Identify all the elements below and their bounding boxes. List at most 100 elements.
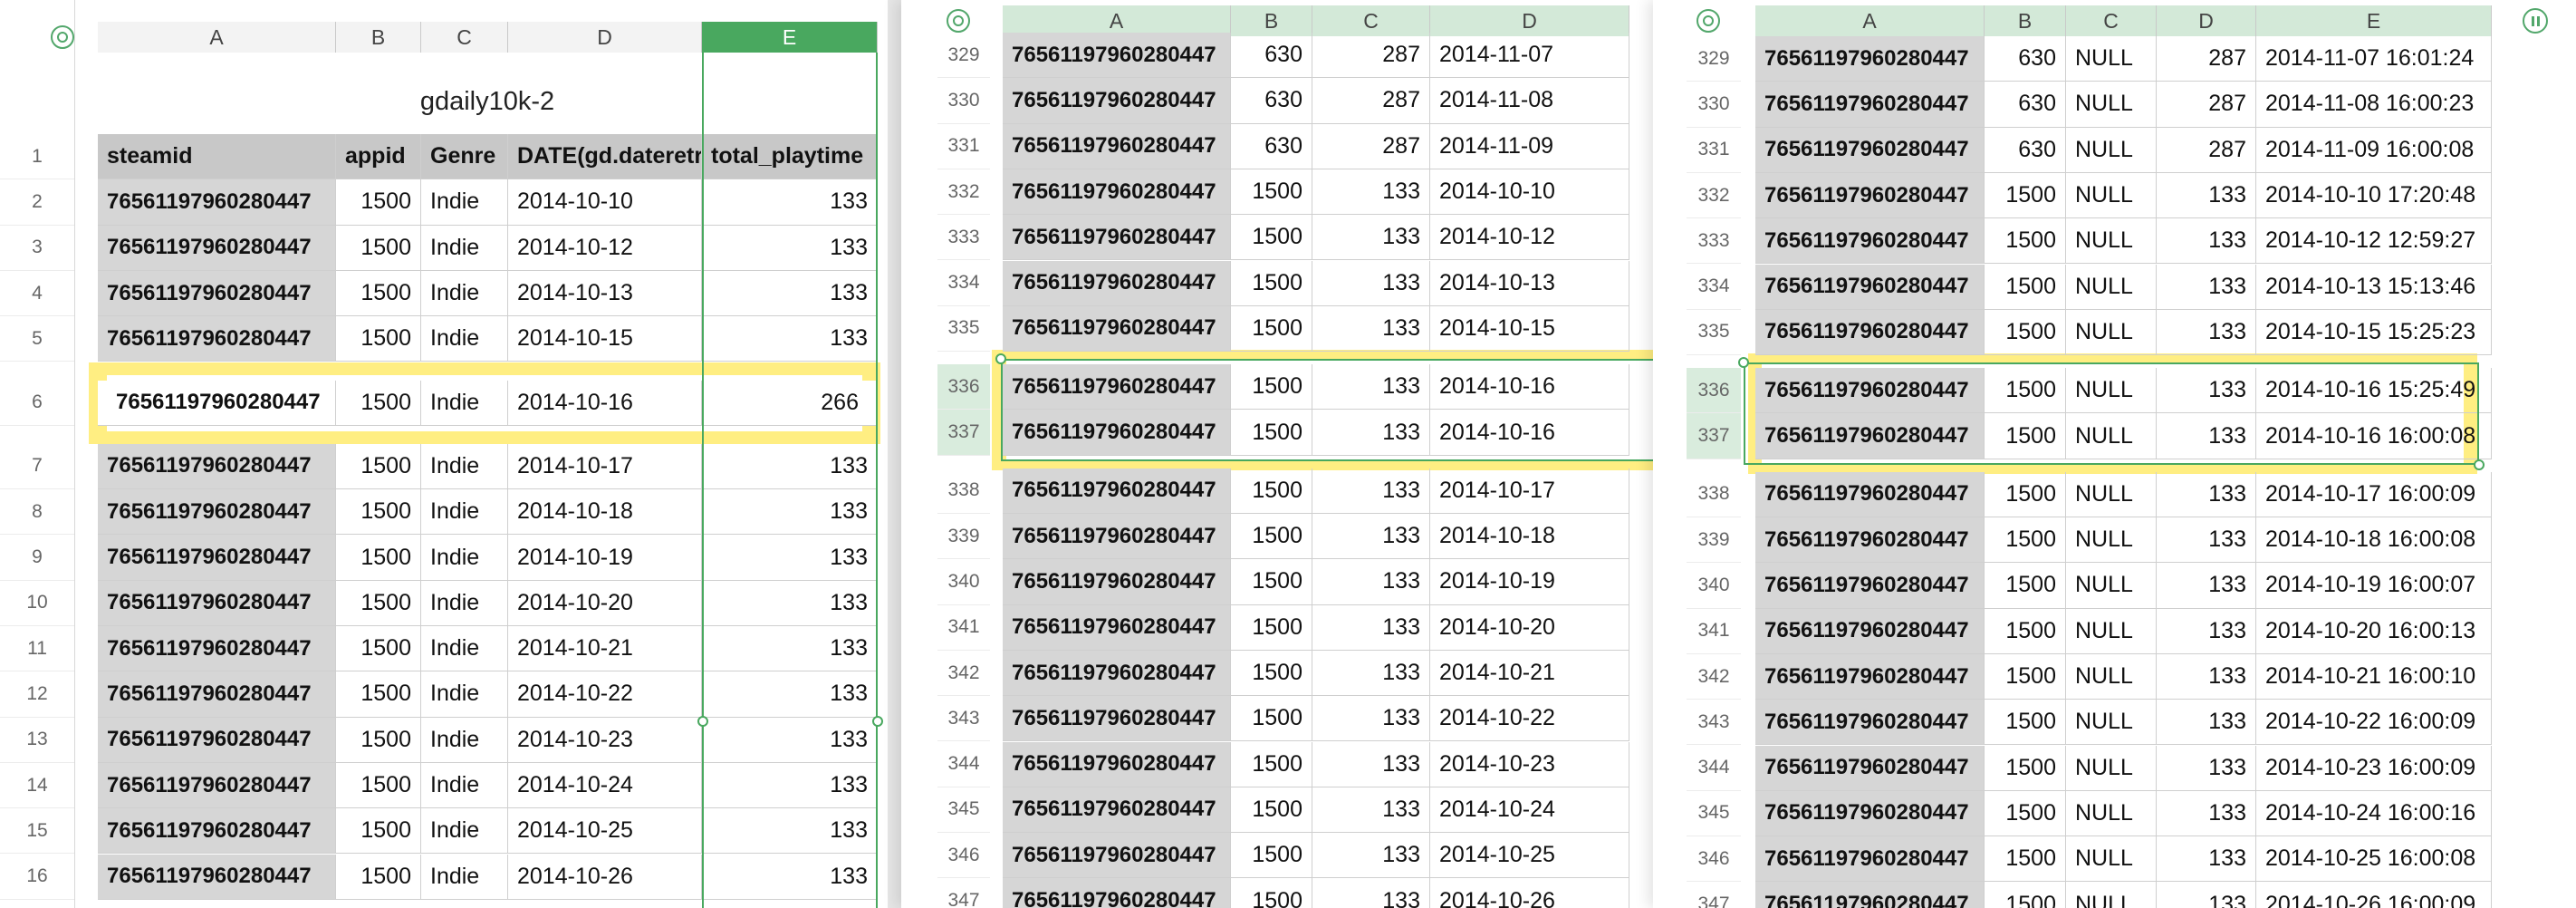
table-cell[interactable]: 133 [2157, 563, 2256, 608]
table-cell[interactable]: 287 [2157, 82, 2256, 127]
row-header[interactable]: 10 [0, 581, 74, 626]
table-cell[interactable]: 133 [2157, 700, 2256, 745]
table-cell[interactable]: 1500 [1231, 604, 1312, 650]
selection-handle[interactable] [872, 716, 883, 727]
table-cell[interactable]: 76561197960280447 [1003, 305, 1231, 352]
row-header[interactable]: 345 [1687, 791, 1741, 837]
table-cell[interactable]: 1500 [1985, 413, 2066, 459]
table-cell[interactable]: 76561197960280447 [1003, 468, 1231, 513]
table-cell[interactable]: 1500 [1231, 305, 1312, 352]
row-header[interactable]: 344 [937, 742, 990, 787]
table-cell[interactable]: 133 [2157, 653, 2256, 700]
table-cell[interactable]: 2014-10-22 [1430, 696, 1629, 741]
table-cell[interactable]: 133 [1312, 410, 1430, 455]
table-cell[interactable]: 1500 [1231, 364, 1312, 410]
table-cell[interactable]: 76561197960280447 [1003, 215, 1231, 260]
table-cell[interactable]: 2014-11-07 [1430, 33, 1629, 78]
table-cell[interactable]: 133 [2157, 218, 2256, 264]
row-header[interactable]: 330 [1687, 82, 1741, 128]
table-cell[interactable]: Indie [421, 380, 508, 425]
table-cell[interactable]: 133 [1312, 260, 1430, 305]
row-header[interactable]: 333 [1687, 218, 1741, 265]
table-cell[interactable]: 76561197960280447 [98, 270, 336, 316]
row-header[interactable]: 343 [1687, 700, 1741, 746]
table-cell[interactable]: 2014-10-16 [508, 380, 702, 425]
table-cell[interactable]: 630 [1231, 123, 1312, 169]
row-header[interactable]: 16 [0, 855, 74, 900]
table-cell[interactable]: 2014-10-23 16:00:09 [2256, 745, 2492, 790]
table-cell[interactable]: 76561197960280447 [98, 762, 336, 808]
table-cell[interactable]: 2014-10-18 16:00:08 [2256, 517, 2492, 563]
table-cell[interactable]: 2014-11-09 16:00:08 [2256, 127, 2492, 172]
column-header-c[interactable]: C [2066, 5, 2157, 36]
table-cell[interactable]: 2014-10-23 [1430, 741, 1629, 787]
table-cell[interactable]: 630 [1231, 33, 1312, 78]
row-header[interactable]: 8 [0, 489, 74, 536]
row-header[interactable]: 337 [937, 410, 990, 456]
table-cell[interactable]: Indie [421, 808, 508, 854]
table-cell[interactable]: Indie [421, 316, 508, 362]
table-cell[interactable]: 2014-10-26 [1430, 878, 1629, 908]
table-cell[interactable]: 76561197960280447 [1755, 608, 1985, 653]
table-cell[interactable]: NULL [2066, 264, 2157, 309]
row-header[interactable]: 343 [937, 696, 990, 742]
table-cell[interactable]: Indie [421, 762, 508, 808]
table-cell[interactable]: 76561197960280447 [1755, 264, 1985, 309]
row-header[interactable]: 341 [1687, 609, 1741, 654]
row-header[interactable]: 342 [1687, 654, 1741, 700]
table-cell[interactable]: 133 [702, 762, 878, 808]
table-cell[interactable]: 133 [1312, 696, 1430, 741]
table-cell[interactable]: 133 [702, 535, 878, 580]
table-cell[interactable]: 76561197960280447 [1003, 364, 1231, 410]
table-cell[interactable]: 1500 [1985, 309, 2066, 355]
table-cell[interactable]: NULL [2066, 608, 2157, 653]
table-cell[interactable]: 2014-10-25 [1430, 833, 1629, 878]
table-cell[interactable]: 133 [2157, 413, 2256, 459]
table-cell[interactable]: 1500 [336, 762, 421, 808]
table-cell[interactable]: 1500 [1231, 169, 1312, 215]
table-cell[interactable]: 76561197960280447 [1003, 123, 1231, 169]
table-cell[interactable]: 1500 [1231, 696, 1312, 741]
table-cell[interactable]: Indie [421, 179, 508, 225]
table-cell[interactable]: 133 [2157, 836, 2256, 882]
table-cell[interactable]: NULL [2066, 700, 2157, 745]
table-cell[interactable]: Indie [421, 270, 508, 316]
table-cell[interactable]: 133 [2157, 882, 2256, 908]
table-cell[interactable]: 1500 [336, 535, 421, 580]
table-cell[interactable]: 1500 [1985, 700, 2066, 745]
table-cell[interactable]: 76561197960280447 [1755, 882, 1985, 908]
row-header[interactable]: 331 [937, 124, 990, 169]
row-header[interactable]: 332 [937, 169, 990, 216]
table-cell[interactable]: 1500 [336, 854, 421, 899]
row-header[interactable]: 329 [1687, 36, 1741, 82]
table-cell[interactable]: 76561197960280447 [1755, 653, 1985, 700]
table-cell[interactable]: 2014-10-17 16:00:09 [2256, 471, 2492, 517]
table-cell[interactable]: NULL [2066, 218, 2157, 264]
table-cell[interactable]: 133 [1312, 215, 1430, 260]
row-header[interactable]: 14 [0, 763, 74, 809]
table-cell[interactable]: 1500 [1985, 882, 2066, 908]
table-cell[interactable]: Indie [421, 626, 508, 671]
table-cell[interactable]: 2014-10-17 [1430, 468, 1629, 513]
table-cell[interactable]: Indie [421, 489, 508, 535]
row-header[interactable]: 339 [1687, 517, 1741, 564]
column-header-a[interactable]: A [1003, 5, 1231, 36]
column-header-d[interactable]: D [1430, 5, 1629, 36]
row-header[interactable]: 347 [937, 878, 990, 908]
table-cell[interactable]: 133 [702, 225, 878, 270]
table-cell[interactable]: 76561197960280447 [1755, 836, 1985, 882]
table-cell[interactable]: 1500 [1985, 471, 2066, 517]
column-title[interactable]: appid [336, 134, 421, 179]
table-cell[interactable]: 1500 [1985, 264, 2066, 309]
row-header[interactable]: 7 [0, 444, 74, 490]
table-cell[interactable]: 76561197960280447 [1755, 218, 1985, 264]
table-cell[interactable]: 133 [702, 443, 878, 489]
table-cell[interactable]: 76561197960280447 [98, 854, 336, 899]
table-cell[interactable]: 2014-10-22 [508, 671, 702, 717]
table-cell[interactable]: 1500 [1985, 172, 2066, 218]
table-cell[interactable]: 76561197960280447 [1003, 78, 1231, 123]
row-header[interactable]: 347 [1687, 882, 1741, 908]
table-cell[interactable]: 2014-10-16 [1430, 364, 1629, 410]
table-cell[interactable]: 2014-10-12 [1430, 215, 1629, 260]
table-cell[interactable]: 287 [2157, 127, 2256, 172]
